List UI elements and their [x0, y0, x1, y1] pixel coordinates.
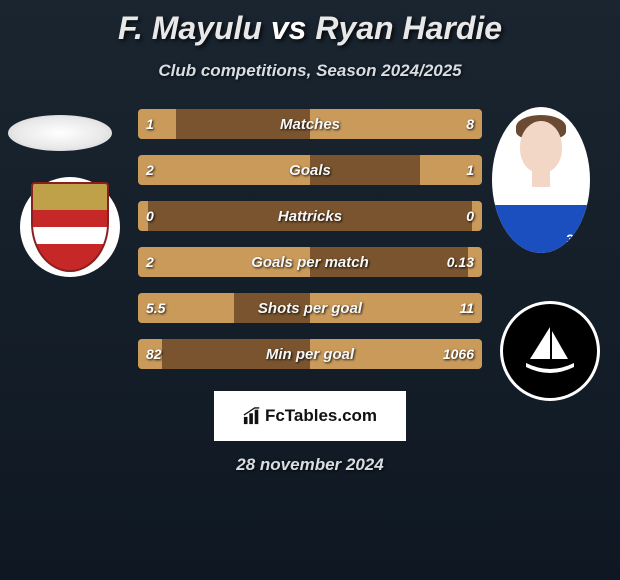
player1-club-badge	[20, 177, 120, 277]
player1-name: F. Mayulu	[118, 10, 262, 46]
avatar-neck	[532, 169, 550, 187]
vs-label: vs	[271, 10, 307, 46]
bar-label: Min per goal	[138, 339, 482, 369]
avatar-shirt: 32	[492, 205, 590, 253]
stat-row: 821066Min per goal	[138, 339, 482, 369]
fctables-text: FcTables.com	[265, 406, 377, 426]
fctables-watermark: FcTables.com	[214, 391, 406, 441]
bar-label: Matches	[138, 109, 482, 139]
chart-icon	[243, 407, 261, 425]
comparison-content: 32 18Matches 21Goals 00Hattricks 20.13Goals…	[0, 105, 620, 385]
subtitle: Club competitions, Season 2024/2025	[0, 61, 620, 81]
bar-label: Shots per goal	[138, 293, 482, 323]
comparison-title: F. Mayulu vs Ryan Hardie	[0, 0, 620, 47]
shirt-number: 32	[566, 231, 582, 247]
avatar-head	[520, 121, 562, 173]
stat-bars: 18Matches 21Goals 00Hattricks 20.13Goals pe…	[138, 109, 482, 385]
player2-club-badge	[500, 301, 600, 401]
stat-row: 00Hattricks	[138, 201, 482, 231]
player1-avatar	[8, 115, 112, 151]
player2-avatar: 32	[492, 107, 590, 253]
sailboat-icon	[520, 321, 580, 381]
player2-name: Ryan Hardie	[315, 10, 502, 46]
stat-row: 18Matches	[138, 109, 482, 139]
bar-label: Goals	[138, 155, 482, 185]
club-shield-icon	[31, 182, 109, 272]
stat-row: 20.13Goals per match	[138, 247, 482, 277]
bar-label: Goals per match	[138, 247, 482, 277]
bar-label: Hattricks	[138, 201, 482, 231]
stat-row: 5.511Shots per goal	[138, 293, 482, 323]
footer-date: 28 november 2024	[0, 455, 620, 475]
stat-row: 21Goals	[138, 155, 482, 185]
